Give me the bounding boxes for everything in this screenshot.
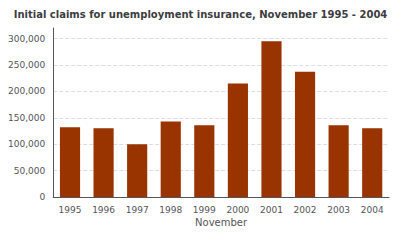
svg-text:1999: 1999 [193,205,216,215]
svg-text:100,000: 100,000 [8,139,45,149]
svg-text:2003: 2003 [327,205,350,215]
svg-text:November: November [195,217,248,228]
svg-text:2000: 2000 [226,205,249,215]
svg-text:250,000: 250,000 [8,60,45,70]
svg-text:1995: 1995 [59,205,82,215]
svg-text:1998: 1998 [159,205,182,215]
svg-text:Initial claims for unemploymen: Initial claims for unemployment insuranc… [14,9,388,20]
svg-text:1997: 1997 [126,205,149,215]
svg-text:300,000: 300,000 [8,34,45,44]
svg-text:200,000: 200,000 [8,86,45,96]
svg-text:150,000: 150,000 [8,113,45,123]
svg-text:1996: 1996 [92,205,115,215]
svg-text:2001: 2001 [260,205,283,215]
svg-text:0: 0 [39,192,45,202]
svg-text:2002: 2002 [294,205,317,215]
svg-text:2004: 2004 [361,205,384,215]
svg-text:50,000: 50,000 [14,166,46,176]
